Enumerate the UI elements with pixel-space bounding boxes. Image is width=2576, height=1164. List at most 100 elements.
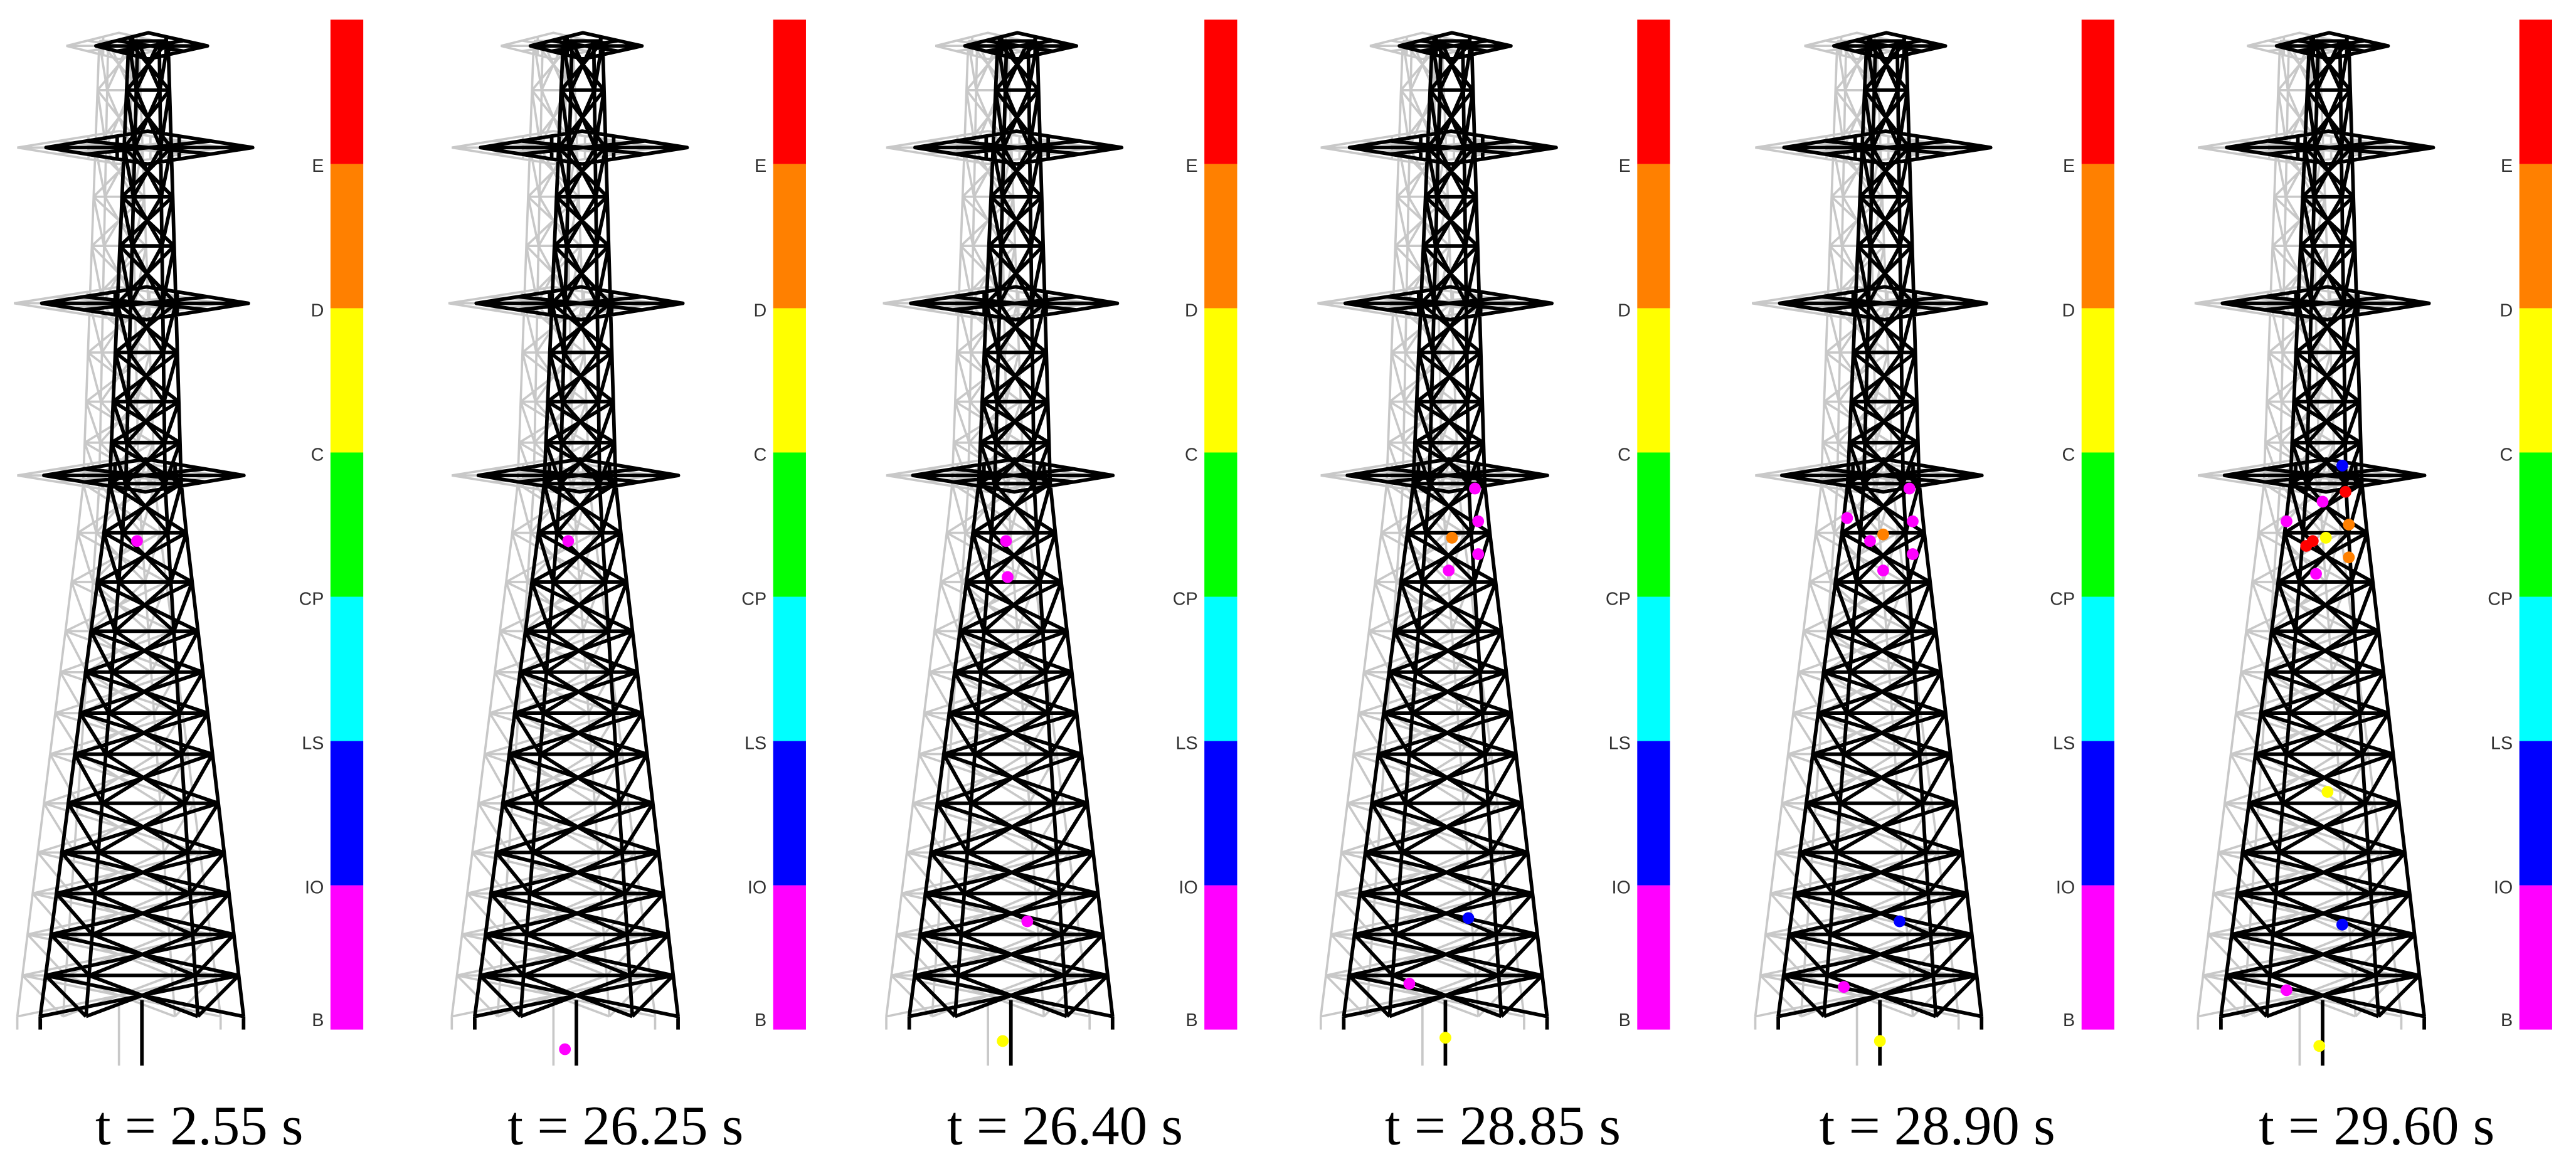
hinge xyxy=(1472,548,1485,560)
panel-caption: t = 26.25 s xyxy=(507,1096,743,1157)
legend-swatch xyxy=(2519,741,2552,886)
legend-swatch xyxy=(1204,164,1238,309)
hinge xyxy=(1462,912,1475,924)
legend-label: C xyxy=(1618,445,1631,465)
legend-label: B xyxy=(312,1010,324,1030)
legend-swatch xyxy=(330,308,364,453)
hinge xyxy=(2340,485,2351,498)
hinge xyxy=(1021,915,1034,928)
hinge xyxy=(2316,495,2329,508)
legend-label: CP xyxy=(1173,589,1198,609)
hinge xyxy=(1874,1035,1886,1047)
legend-swatch xyxy=(1637,164,1670,309)
legend-label: C xyxy=(2499,445,2513,465)
hinge xyxy=(1877,564,1889,577)
legend-label: C xyxy=(2062,445,2075,465)
hinge xyxy=(1439,1032,1451,1044)
legend-label: LS xyxy=(2491,733,2513,753)
legend-swatch xyxy=(2519,308,2552,453)
hinge xyxy=(2336,918,2348,931)
legend-swatch xyxy=(2519,19,2552,164)
legend-label: E xyxy=(2501,156,2513,176)
tower xyxy=(1342,31,1558,1066)
legend-label: C xyxy=(753,445,766,465)
legend-swatch xyxy=(330,164,364,309)
legend-label: IO xyxy=(2056,877,2075,897)
legend-label: B xyxy=(755,1010,766,1030)
legend-swatch xyxy=(2081,308,2114,453)
legend-label: D xyxy=(1185,300,1198,320)
hinge xyxy=(1907,548,1919,560)
tower xyxy=(907,31,1124,1066)
hinge xyxy=(2343,519,2355,531)
legend-label: C xyxy=(1185,445,1198,465)
legend-label: E xyxy=(312,156,324,176)
hinge xyxy=(2310,568,2322,580)
legend-label: E xyxy=(1619,156,1631,176)
hinge xyxy=(2319,532,2332,544)
legend-swatch xyxy=(1637,596,1670,741)
panel: B IO LS CP C D Et = 28.90 s xyxy=(1752,19,2114,1157)
hinge xyxy=(1469,482,1481,495)
legend-swatch xyxy=(2081,452,2114,597)
legend-swatch xyxy=(330,885,364,1030)
legend-swatch xyxy=(2519,596,2552,741)
legend-swatch xyxy=(2519,164,2552,309)
legend-label: IO xyxy=(1179,877,1197,897)
hinge xyxy=(2343,551,2355,564)
hinge xyxy=(997,1035,1009,1047)
panel-caption: t = 28.85 s xyxy=(1385,1096,1621,1157)
panel: B IO LS CP C D Et = 28.85 s xyxy=(1317,19,1670,1157)
legend-swatch xyxy=(1204,19,1238,164)
hinge xyxy=(1841,512,1853,524)
legend-swatch xyxy=(773,885,806,1030)
legend-label: B xyxy=(1619,1010,1631,1030)
legend-swatch xyxy=(2519,452,2552,597)
panel: B IO LS CP C D Et = 26.25 s xyxy=(448,19,806,1157)
legend-label: D xyxy=(311,300,324,320)
legend-swatch xyxy=(330,452,364,597)
hinge xyxy=(2336,459,2348,472)
legend-label: LS xyxy=(2053,733,2075,753)
hinge xyxy=(2300,540,2313,552)
legend-swatch xyxy=(773,164,806,309)
tower xyxy=(1776,31,1993,1066)
hinge xyxy=(559,1043,571,1056)
hinge xyxy=(1903,482,1916,495)
legend-label: E xyxy=(1186,156,1198,176)
legend-swatch xyxy=(773,308,806,453)
hinge xyxy=(1472,515,1485,527)
legend-swatch xyxy=(773,741,806,886)
legend-label: IO xyxy=(748,877,766,897)
panel: B IO LS CP C D Et = 2.55 s xyxy=(14,19,364,1157)
legend-swatch xyxy=(1637,741,1670,886)
hinge xyxy=(1864,535,1876,548)
legend-swatch xyxy=(773,19,806,164)
hinge xyxy=(131,535,143,548)
legend-label: D xyxy=(753,300,766,320)
hinge xyxy=(1446,532,1458,544)
legend-swatch xyxy=(773,596,806,741)
legend-label: D xyxy=(2499,300,2513,320)
panel: B IO LS CP C D Et = 29.60 s xyxy=(2194,19,2552,1157)
tower xyxy=(473,31,689,1066)
legend-swatch xyxy=(2081,596,2114,741)
hinge xyxy=(1838,981,1850,993)
legend-swatch xyxy=(1637,452,1670,597)
panel-caption: t = 29.60 s xyxy=(2259,1096,2494,1157)
hinge xyxy=(2321,786,2334,798)
hinge xyxy=(1907,515,1919,527)
legend-swatch xyxy=(1204,452,1238,597)
legend-swatch xyxy=(1637,19,1670,164)
legend-swatch xyxy=(773,452,806,597)
legend-swatch xyxy=(2081,19,2114,164)
hinge xyxy=(562,535,575,548)
legend-swatch xyxy=(2081,741,2114,886)
hinge xyxy=(1443,564,1455,577)
legend-label: D xyxy=(2062,300,2075,320)
hinge xyxy=(2313,1040,2326,1052)
legend-label: IO xyxy=(2494,877,2513,897)
legend-label: CP xyxy=(299,589,324,609)
legend-label: CP xyxy=(2488,589,2513,609)
